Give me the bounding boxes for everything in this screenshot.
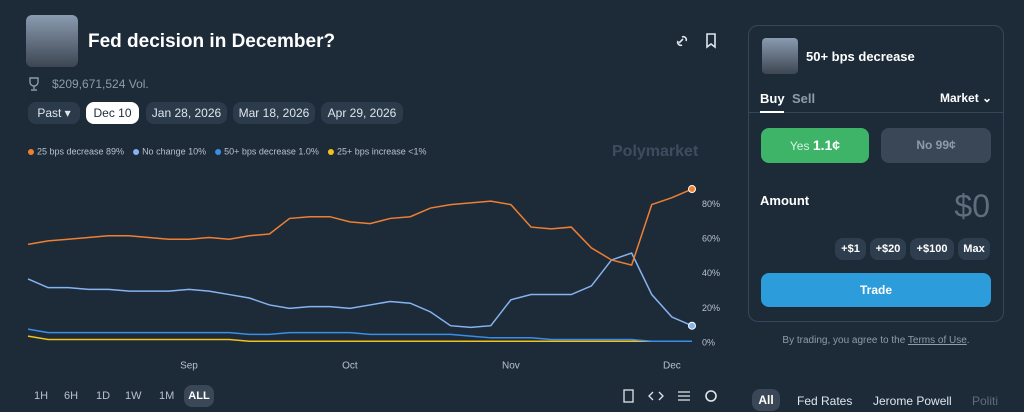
amount-input[interactable]: $0 [954, 188, 990, 224]
no-button[interactable]: No 99¢ [881, 128, 991, 163]
series-line [27, 188, 693, 267]
buy-tab[interactable]: Buy [760, 91, 785, 106]
series-line [27, 328, 692, 343]
yes-button[interactable]: Yes 1.1¢ [761, 128, 869, 163]
yes-label: Yes [789, 139, 810, 153]
increment[interactable]: Max [958, 238, 990, 260]
increment[interactable]: +$20 [870, 238, 906, 260]
x-tick-label: Oct [342, 361, 358, 372]
increment[interactable]: +$1 [835, 238, 866, 260]
series-line [27, 252, 693, 329]
y-tick-label: 0% [702, 337, 715, 347]
x-tick-label: Dec [663, 361, 681, 372]
date-tab[interactable]: Mar 18, 2026 [233, 102, 315, 124]
series-line [27, 335, 692, 343]
tab-label: Past [37, 106, 62, 120]
date-tab[interactable]: Past ▾ [28, 102, 80, 124]
legend-label: 50+ bps decrease 1.0% [224, 146, 319, 156]
date-tab-active[interactable]: Dec 10 [86, 102, 139, 124]
title: Fed decision in December? [88, 31, 336, 52]
y-tick-label: 40% [702, 268, 720, 278]
trophy-icon [29, 77, 39, 91]
legend-label: 25 bps decrease 89% [37, 146, 124, 156]
tag-active[interactable]: All [752, 389, 780, 411]
chart-tools[interactable] [622, 388, 722, 404]
range-button[interactable]: 1M [159, 390, 175, 402]
legend-dot [215, 149, 222, 155]
tab-underline [760, 111, 784, 113]
yes-price: 1.1¢ [812, 137, 841, 153]
increment[interactable]: +$100 [910, 238, 954, 260]
date-tab[interactable]: Jan 28, 2026 [146, 102, 227, 124]
order-type[interactable]: Market ⌄ [940, 91, 993, 105]
avatar [26, 15, 78, 67]
period: . [966, 335, 970, 346]
y-tick-label: 20% [702, 303, 720, 313]
tag[interactable]: Jerome Powell [873, 394, 952, 408]
y-tick-label: 80% [702, 199, 720, 209]
legend-label: 25+ bps increase <1% [337, 146, 427, 156]
volume: $209,671,524 Vol. [52, 77, 149, 91]
trade-button[interactable]: Trade [761, 273, 991, 307]
chart: 0% 20% 40% 60% 80% Sep Oct Nov Dec 25 bps decreas… [27, 146, 720, 372]
legend-dot [133, 149, 140, 155]
order-type-label: Market [940, 91, 979, 105]
x-tick-label: Sep [180, 361, 198, 372]
legend-dot [28, 149, 34, 155]
disclaimer: By trading, you agree to the Terms of Us… [749, 335, 1003, 346]
disclaimer-text: By trading, you agree to the [782, 335, 906, 346]
legend-label: No change 10% [142, 146, 206, 156]
trade-panel [748, 25, 1004, 322]
end-dot [688, 185, 696, 194]
date-tab[interactable]: Apr 29, 2026 [321, 102, 403, 124]
amount-label: Amount [760, 193, 810, 208]
avatar [762, 38, 798, 74]
range-button[interactable]: 1D [96, 390, 111, 402]
tag[interactable]: Politi [972, 394, 999, 408]
range-buttons: 1H 6H 1D 1W 1M ALL [18, 385, 218, 407]
range-button[interactable]: 1H [34, 390, 49, 402]
legend-dot [327, 149, 334, 155]
end-dot [688, 321, 696, 330]
y-tick-label: 60% [702, 234, 720, 244]
terms-link[interactable]: Terms of Use [907, 335, 967, 346]
range-button[interactable]: 6H [64, 390, 79, 402]
header-icons[interactable] [676, 32, 724, 50]
outcome: 50+ bps decrease [806, 49, 915, 64]
watermark: Polymarket [612, 143, 699, 160]
divider [749, 112, 1003, 113]
x-tick-label: Nov [502, 361, 520, 372]
range-button-active[interactable]: ALL [184, 385, 214, 407]
range-button[interactable]: 1W [125, 390, 142, 402]
tag[interactable]: Fed Rates [797, 394, 853, 408]
sell-tab[interactable]: Sell [792, 91, 816, 106]
